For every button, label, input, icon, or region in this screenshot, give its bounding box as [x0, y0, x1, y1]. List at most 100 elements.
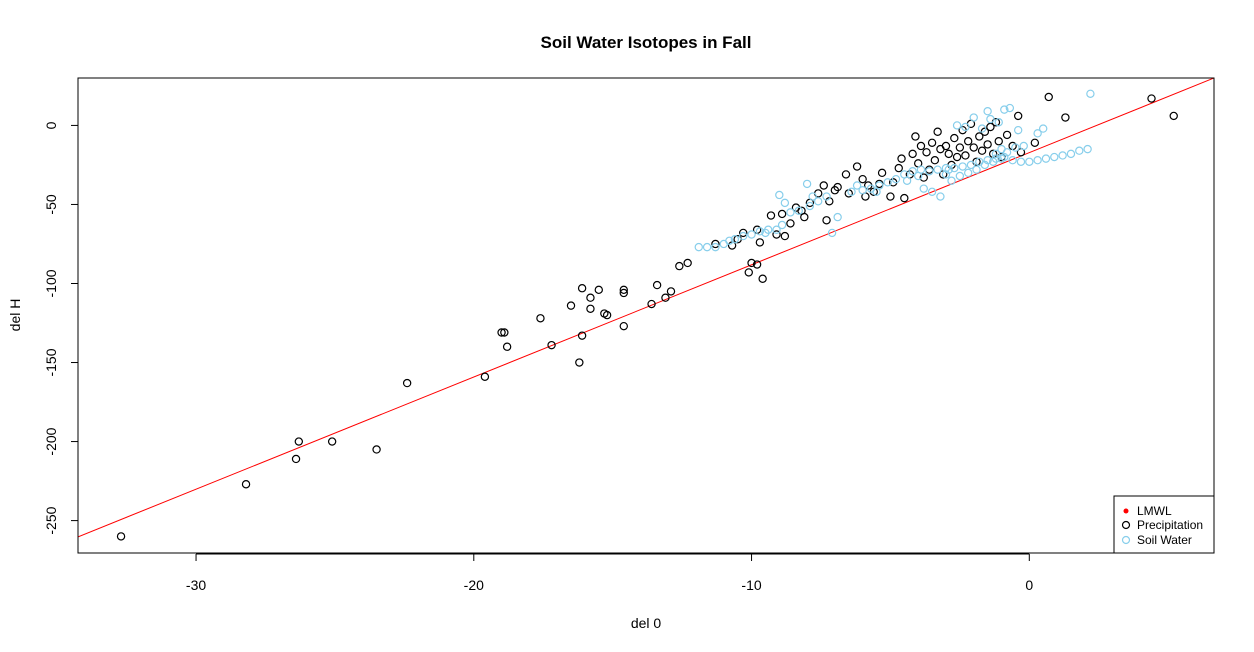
soil-water-point [925, 167, 934, 176]
precipitation-point [994, 137, 1003, 146]
precipitation-point [822, 216, 831, 225]
precipitation-point [886, 192, 895, 201]
soil-water-point [805, 201, 815, 211]
legend-label-soil-water: Soil Water [1137, 533, 1192, 547]
precipitation-point [852, 162, 862, 171]
soil-water-point [980, 160, 990, 170]
precipitation-point [930, 155, 940, 165]
precipitation-point [900, 193, 909, 203]
soil-water-point [908, 167, 917, 176]
precipitation-point [619, 285, 628, 295]
precipitation-point [502, 342, 512, 351]
y-tick-label: -250 [43, 506, 59, 534]
soil-water-point [1083, 144, 1092, 154]
legend-box [1113, 495, 1215, 554]
y-tick-label: -200 [43, 427, 59, 455]
precipitation-point [944, 149, 953, 159]
precipitation-point [916, 141, 926, 151]
precipitation-point [825, 197, 834, 206]
y-tick-label: 0 [43, 121, 59, 129]
soil-water-point [913, 171, 923, 181]
soil-water-point [747, 230, 756, 239]
precipitation-point [547, 340, 556, 350]
precipitation-point [480, 372, 490, 381]
soil-water-point [927, 187, 937, 197]
precipitation-point [819, 181, 828, 190]
precipitation-point [983, 140, 992, 149]
soil-water-point [983, 106, 992, 116]
precipitation-point [575, 358, 584, 367]
soil-water-point [936, 192, 945, 201]
soil-water-point [802, 179, 812, 189]
y-axis-label: del H [7, 299, 23, 332]
precipitation-point [241, 480, 251, 489]
precipitation-point [894, 163, 903, 173]
precipitation-point [661, 293, 670, 302]
precipitation-point [294, 437, 304, 446]
soil-water-point [772, 225, 781, 234]
soil-water-point [739, 231, 748, 241]
soil-water-point [1033, 155, 1042, 165]
precipitation-point [952, 152, 962, 162]
precipitation-point [908, 149, 917, 159]
precipitation-point [1002, 130, 1012, 140]
soil-water-point [1019, 141, 1028, 151]
soil-water-point [858, 186, 867, 195]
precipitation-point [758, 274, 767, 283]
soil-water-point [794, 206, 803, 215]
soil-water-point [725, 236, 734, 246]
precipitation-point [711, 239, 720, 249]
precipitation-point [497, 328, 506, 337]
y-tick-label: -150 [43, 348, 59, 376]
soil-water-point [1066, 149, 1076, 159]
soil-water-point [958, 162, 967, 171]
precipitation-point [683, 258, 692, 268]
precipitation-point [955, 143, 965, 152]
soil-water-point [1033, 129, 1042, 138]
precipitation-point [586, 304, 595, 313]
precipitation-point [858, 174, 867, 184]
soil-water-point [702, 242, 712, 252]
soil-water-point [1041, 154, 1051, 163]
precipitation-point [963, 137, 973, 146]
soil-water-point [761, 228, 770, 238]
precipitation-point [927, 138, 937, 148]
x-tick-label: 0 [1025, 577, 1033, 593]
soil-water-point [852, 181, 862, 190]
soil-water-point [961, 122, 970, 132]
precipitation-point [841, 170, 851, 179]
lmwl-line [78, 78, 1214, 538]
soil-water-point [827, 228, 837, 238]
legend-marker-lmwl [1123, 508, 1129, 514]
precipitation-point [372, 445, 381, 454]
y-tick-label: -50 [43, 194, 59, 214]
precipitation-point [739, 228, 748, 238]
precipitation-point [747, 258, 756, 268]
soil-water-point [947, 176, 956, 185]
soil-water-point [944, 165, 953, 174]
precipitation-point [291, 454, 301, 464]
precipitation-point [772, 230, 781, 239]
soil-water-point [814, 197, 823, 206]
precipitation-point [780, 231, 790, 241]
soil-water-point [694, 242, 703, 252]
x-tick-label: -20 [464, 577, 484, 593]
soil-water-point [1016, 157, 1026, 166]
soil-water-point [1086, 89, 1095, 99]
precipitation-point [986, 122, 995, 132]
soil-water-point [1008, 155, 1017, 165]
precipitation-point [786, 219, 795, 228]
precipitation-point [116, 532, 126, 541]
precipitation-point [877, 168, 887, 178]
soil-water-point [883, 178, 892, 187]
soil-water-point [1002, 148, 1012, 157]
precipitation-point [977, 146, 987, 155]
soil-water-point [994, 118, 1003, 127]
precipitation-point [988, 149, 998, 159]
x-tick-label: -30 [186, 577, 206, 593]
legend-label-lmwl: LMWL [1137, 504, 1172, 518]
precipitation-point [922, 148, 931, 157]
soil-water-point [1050, 152, 1059, 162]
soil-water-point [988, 157, 998, 166]
